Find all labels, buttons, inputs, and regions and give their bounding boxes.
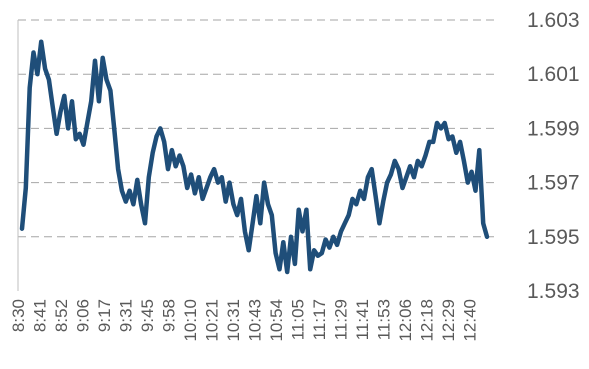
y-tick-label: 1.593 xyxy=(527,280,580,303)
x-tick-label: 11:05 xyxy=(289,299,308,340)
y-tick-label: 1.595 xyxy=(527,226,580,249)
x-tick-label: 12:06 xyxy=(396,299,415,342)
x-tick-label: 10:21 xyxy=(203,299,222,342)
series-line xyxy=(19,39,490,275)
y-tick-label: 1.597 xyxy=(527,172,580,195)
x-tick-labels: 8:30 8:41 8:52 9:06 9:17 9:31 9:45 9:58 10:10 10:… xyxy=(9,299,480,342)
x-tick-label: 10:43 xyxy=(246,299,265,342)
x-tick-label: 8:30 xyxy=(9,299,28,332)
x-tick-label: 11:29 xyxy=(332,299,351,340)
x-tick-label: 8:41 xyxy=(31,299,50,332)
x-tick-label: 12:40 xyxy=(461,299,480,342)
x-tick-label: 10:10 xyxy=(181,299,200,342)
x-tick-label: 8:52 xyxy=(52,299,71,332)
x-tick-label: 11:41 xyxy=(353,299,372,340)
x-tick-label: 9:45 xyxy=(138,299,157,332)
x-tick-label: 12:29 xyxy=(439,299,458,342)
y-tick-label: 1.603 xyxy=(527,9,580,32)
x-tick-label: 10:54 xyxy=(267,299,286,342)
x-tick-label: 9:17 xyxy=(95,299,114,332)
x-tick-label: 9:58 xyxy=(160,299,179,332)
x-tick-label: 9:31 xyxy=(117,299,136,332)
series-layer xyxy=(19,39,490,275)
y-tick-label: 1.599 xyxy=(527,117,580,140)
x-tick-label: 12:18 xyxy=(418,299,437,342)
x-tick-label: 11:53 xyxy=(375,299,394,340)
y-tick-label: 1.601 xyxy=(527,63,580,86)
y-tick-labels: 1.603 1.601 1.599 1.597 1.595 1.593 xyxy=(527,9,580,303)
x-tick-label: 10:31 xyxy=(224,299,243,342)
x-tick-label: 11:17 xyxy=(310,299,329,340)
x-tick-label: 9:06 xyxy=(74,299,93,332)
